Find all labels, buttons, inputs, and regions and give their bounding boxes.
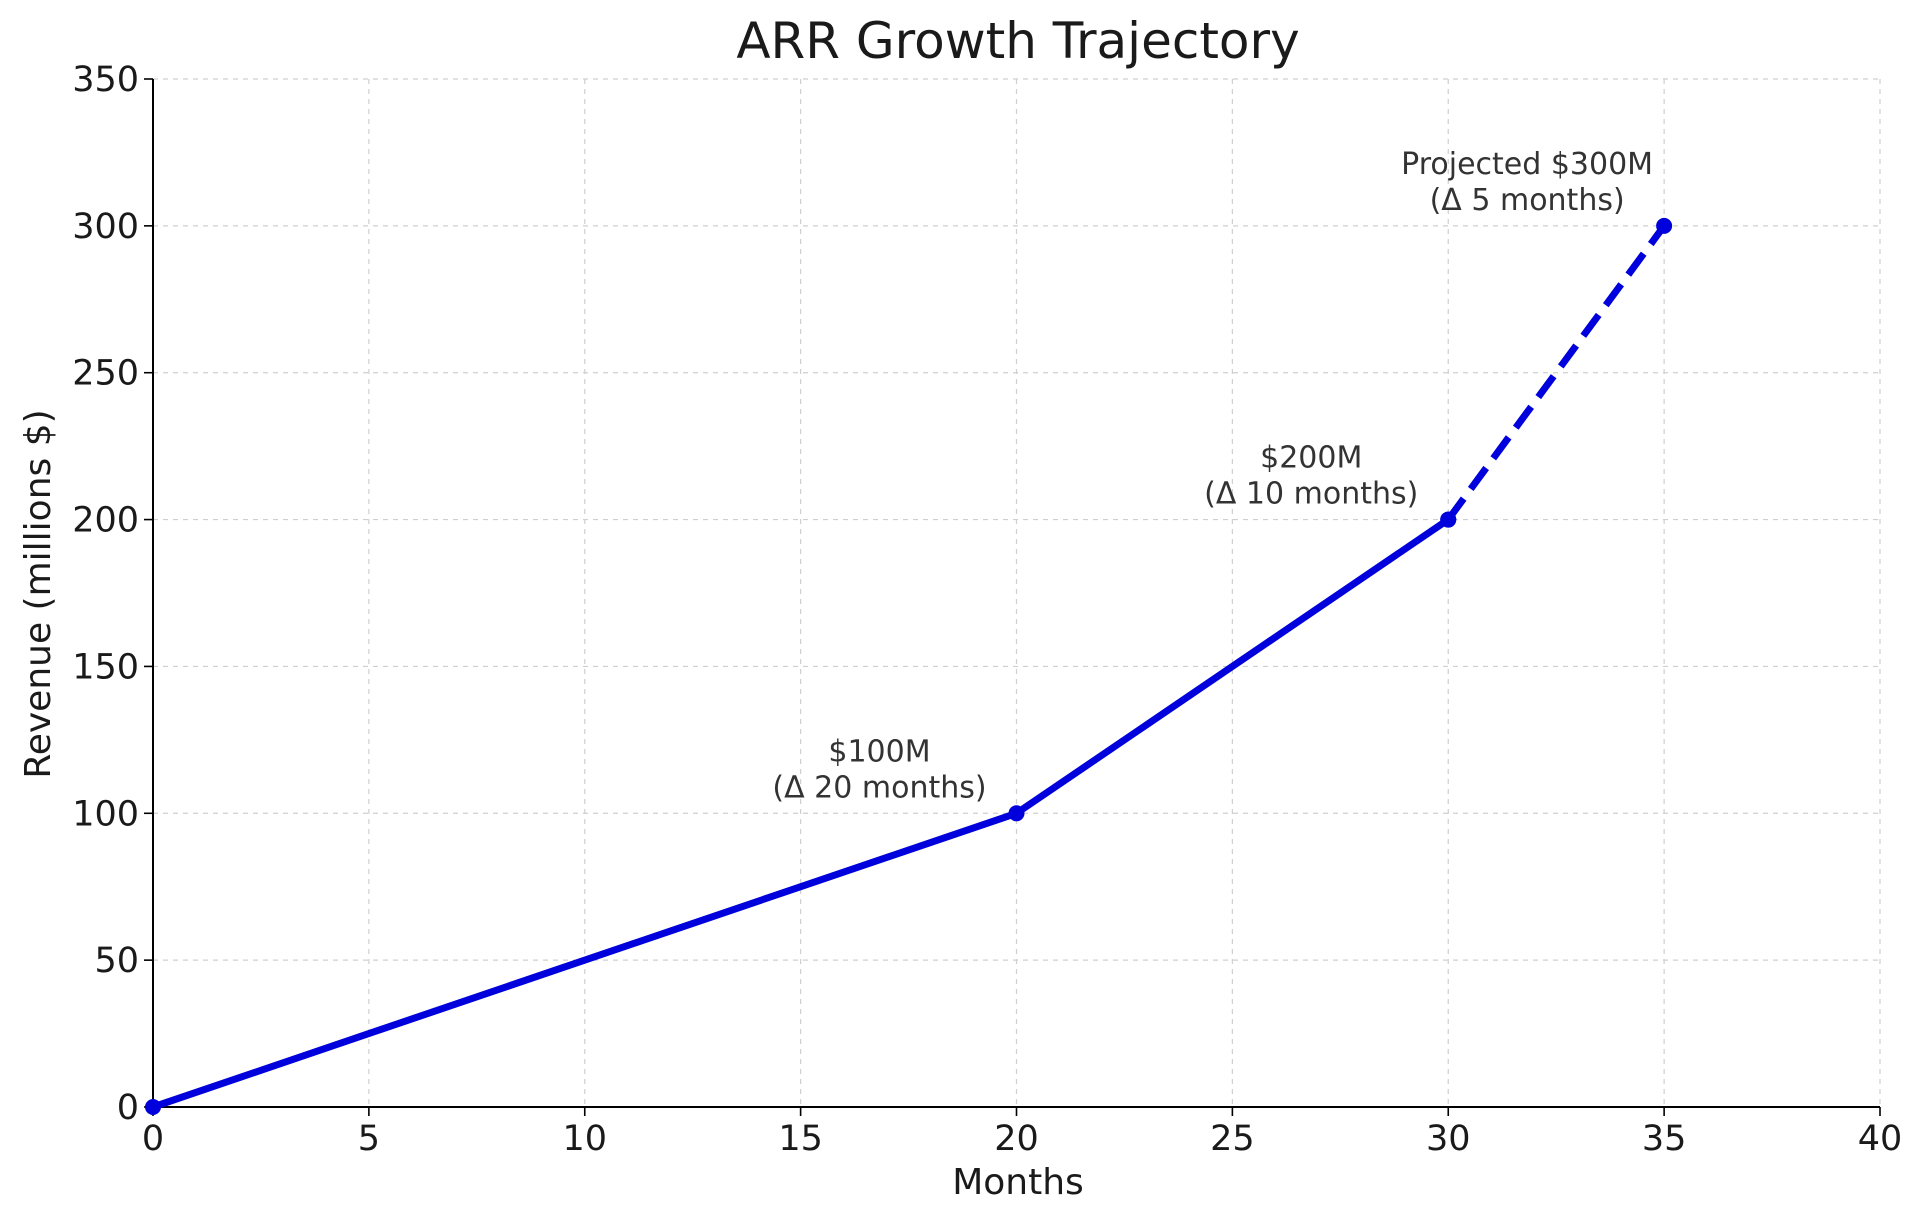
x-tick-label: 15: [778, 1119, 823, 1159]
chart-title: ARR Growth Trajectory: [736, 12, 1299, 70]
data-point: [1008, 805, 1025, 822]
x-axis-title: Months: [952, 1162, 1084, 1203]
y-tick-label: 150: [72, 647, 139, 687]
point-annotation: $100M: [828, 734, 930, 769]
x-tick-label: 40: [1858, 1119, 1903, 1159]
x-tick-label: 30: [1426, 1119, 1471, 1159]
point-annotation: Projected $300M: [1401, 147, 1653, 182]
projected-series-line: [1445, 223, 1667, 522]
x-tick-label: 25: [1210, 1119, 1255, 1159]
y-tick-label: 350: [72, 60, 139, 100]
x-tick-label: 10: [562, 1119, 607, 1159]
y-tick-label: 50: [94, 941, 139, 981]
x-tick-label: 20: [994, 1119, 1039, 1159]
data-points: [145, 217, 1673, 1115]
y-tick-label: 0: [117, 1088, 139, 1128]
annotations: $100M(Δ 20 months) $200M(Δ 10 months) Proj…: [772, 147, 1653, 805]
grid: [152, 78, 1881, 1108]
point-annotation: (Δ 10 months): [1204, 477, 1418, 512]
point-annotation: $200M: [1260, 441, 1362, 476]
y-axis-title: Revenue (millions $): [18, 409, 59, 778]
y-tick-label: 300: [72, 207, 139, 247]
point-annotation: (Δ 20 months): [772, 770, 986, 805]
x-tick-label: 0: [142, 1119, 164, 1159]
y-tick-label: 200: [72, 501, 139, 541]
data-point: [1440, 511, 1457, 528]
x-tick-label: 35: [1642, 1119, 1687, 1159]
y-tick-label: 250: [72, 354, 139, 394]
y-tick-label: 100: [72, 794, 139, 834]
point-annotation: (Δ 5 months): [1430, 183, 1625, 218]
data-point: [145, 1099, 161, 1115]
axes: 0 5 10 15 20 25 30 35 40 0 50 100 150 200 250 300 350: [72, 60, 1902, 1159]
data-point: [1656, 217, 1673, 234]
x-tick-label: 5: [358, 1119, 380, 1159]
